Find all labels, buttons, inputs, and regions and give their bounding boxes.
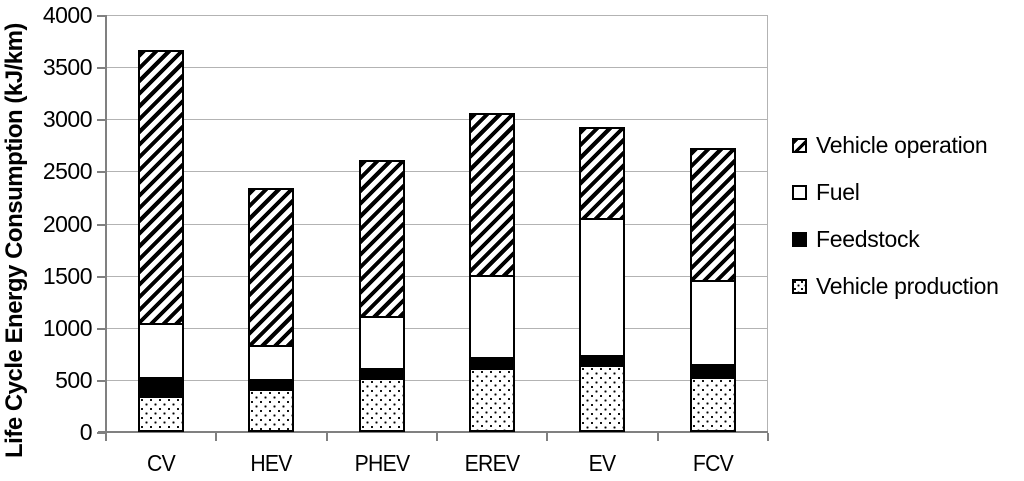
segment-vehicle-production-fcv [690,376,736,432]
segment-fuel-cv [138,322,184,377]
segment-vehicle-operation-phev [359,159,405,317]
segment-vehicle-production-erev [469,368,515,432]
y-tick-label-3500: 3500 [42,54,93,80]
segment-fuel-ev [579,218,625,355]
bar-fcv [690,148,736,432]
y-tick-4000 [97,15,106,17]
plot-right-border [767,15,768,432]
gridline-4000 [106,15,768,16]
y-tick-label-1500: 1500 [42,263,93,289]
x-tick-0 [105,433,107,441]
segment-feedstock-ev [579,354,625,366]
segment-vehicle-production-phev [359,377,405,432]
bar-cv [138,50,184,432]
y-tick-500 [97,380,106,382]
segment-vehicle-production-ev [579,365,625,432]
gridline-2500 [106,171,768,172]
x-category-label-cv: CV [147,450,176,476]
y-tick-label-2500: 2500 [42,158,93,184]
diagonal-hatch-swatch-icon [792,137,807,153]
x-tick-6 [767,433,769,441]
bar-erev [469,112,515,432]
x-category-label-hev: HEV [250,450,292,476]
segment-vehicle-production-hev [248,389,294,432]
y-tick-label-1000: 1000 [42,315,93,341]
segment-fuel-erev [469,274,515,357]
y-tick-3500 [97,67,106,69]
bar-hev [248,188,294,432]
y-tick-1500 [97,276,106,278]
gridline-1500 [106,276,768,277]
x-category-label-erev: EREV [464,450,520,476]
y-tick-2000 [97,224,106,226]
gridline-3500 [106,67,768,68]
segment-feedstock-phev [359,367,405,378]
black-swatch-icon [792,231,807,247]
segment-vehicle-production-cv [138,395,184,432]
y-tick-label-0: 0 [79,419,93,445]
x-category-label-ev: EV [588,450,617,476]
segment-vehicle-operation-hev [248,188,294,345]
segment-feedstock-erev [469,356,515,369]
segment-vehicle-operation-fcv [690,148,736,280]
y-tick-label-500: 500 [55,367,92,393]
legend-item-feedstock: Feedstock [792,225,999,252]
legend-label: Vehicle operation [816,131,988,158]
segment-fuel-fcv [690,279,736,365]
y-axis-line [105,15,107,434]
segment-vehicle-operation-cv [138,50,184,323]
x-category-label-fcv: FCV [692,450,734,476]
segment-vehicle-operation-erev [469,112,515,275]
y-tick-label-2000: 2000 [42,211,93,237]
gridline-2000 [106,224,768,225]
x-tick-2 [326,433,328,441]
segment-feedstock-fcv [690,364,736,377]
legend-label: Fuel [816,178,860,205]
y-tick-3000 [97,119,106,121]
legend: Vehicle operation Fuel Feedstock Vehicle pr… [792,131,999,299]
x-tick-1 [215,433,217,441]
y-tick-2500 [97,171,106,173]
gridline-3000 [106,119,768,120]
bar-phev [359,159,405,432]
bar-ev [579,126,625,432]
segment-feedstock-hev [248,378,294,390]
gridline-1000 [106,328,768,329]
y-tick-label-3000: 3000 [42,106,93,132]
segment-fuel-phev [359,316,405,368]
legend-item-fuel: Fuel [792,178,999,205]
y-tick-1000 [97,328,106,330]
y-tick-0 [97,432,106,434]
white-swatch-icon [792,184,807,200]
segment-fuel-hev [248,344,294,379]
x-axis-line [98,431,768,433]
legend-label: Vehicle production [816,272,999,299]
segment-feedstock-cv [138,376,184,396]
segment-vehicle-operation-ev [579,126,625,219]
x-tick-3 [436,433,438,441]
legend-item-vehicle-production: Vehicle production [792,272,999,299]
legend-label: Feedstock [816,225,920,252]
legend-item-vehicle-operation: Vehicle operation [792,131,999,158]
x-tick-4 [546,433,548,441]
x-category-label-phev: PHEV [354,450,410,476]
y-tick-label-4000: 4000 [42,2,93,28]
dotted-swatch-icon [792,278,807,294]
x-tick-5 [657,433,659,441]
gridline-500 [106,380,768,381]
